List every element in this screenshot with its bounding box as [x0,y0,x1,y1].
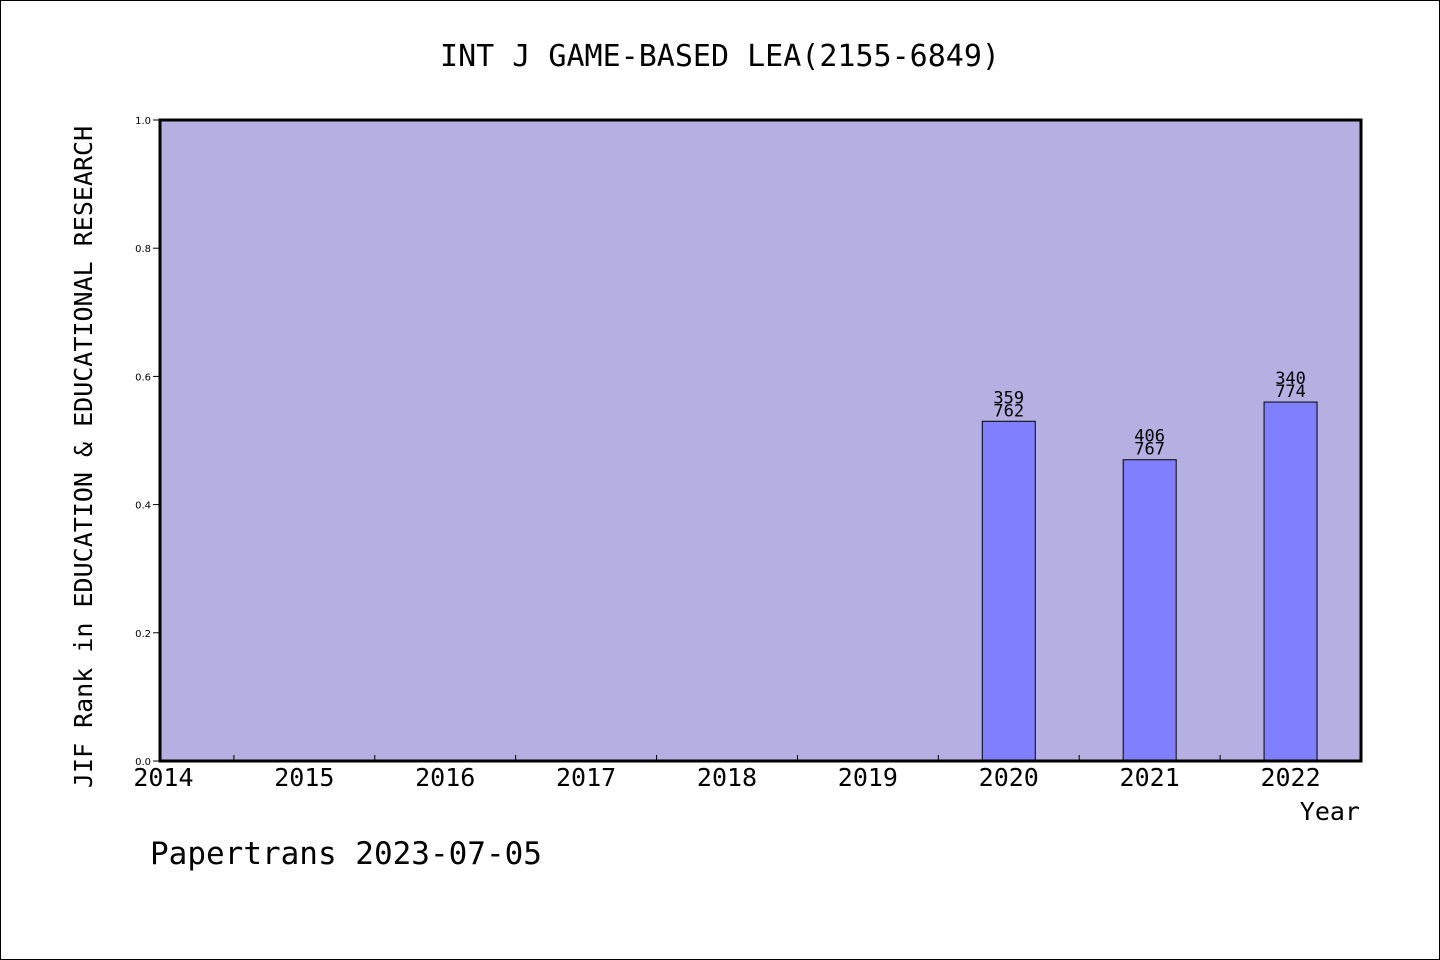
y-axis: 0.0 0.2 0.4 0.6 0.8 1.0 [135,116,160,768]
x-tick-label: 2019 [838,763,898,792]
y-tick-label: 0.0 [135,757,151,768]
x-tick-label: 2015 [274,763,334,792]
x-axis-label: Year [1300,797,1360,826]
bar [1263,401,1318,762]
bar [1122,459,1177,762]
plot-area [160,120,1361,761]
bar-label-rank: 406 [1134,427,1165,447]
x-tick-label: 2022 [1260,763,1320,792]
plot-border [158,118,1363,763]
x-tick-label: 2014 [133,763,193,792]
chart-title: INT J GAME-BASED LEA(2155-6849) [440,39,1000,74]
bar-label-total: 767 [1134,440,1165,460]
y-tick-label: 0.8 [135,244,151,255]
bar-label-total: 762 [993,401,1024,421]
x-tick-label: 2016 [415,763,475,792]
x-tick-label: 2020 [979,763,1039,792]
bar-label-total: 774 [1275,382,1306,402]
x-tick-label: 2021 [1120,763,1180,792]
bar-label-rank: 340 [1275,369,1306,389]
x-axis: 2014 2015 2016 2017 2018 2019 2020 2021 2022 [133,755,1321,792]
x-tick-label: 2018 [697,763,757,792]
bar [981,420,1036,762]
footer-credit: Papertrans 2023-07-05 [150,836,542,872]
y-axis-label: JIF Rank in EDUCATION & EDUCATIONAL RESE… [69,126,98,788]
y-tick-label: 0.4 [135,501,151,512]
y-tick-label: 0.2 [135,629,151,640]
x-tick-label: 2017 [556,763,616,792]
bar-label-rank: 359 [993,388,1024,408]
y-tick-label: 1.0 [135,116,151,127]
y-tick-label: 0.6 [135,372,151,383]
